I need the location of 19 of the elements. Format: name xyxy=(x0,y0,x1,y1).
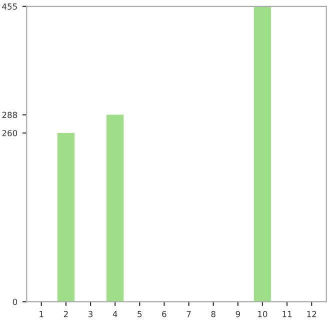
y-tick-label: 455 xyxy=(2,4,17,10)
x-tick-label: 9 xyxy=(236,310,240,318)
x-tick-label: 2 xyxy=(64,310,68,318)
y-tick-label: 260 xyxy=(2,130,18,136)
y-tick-label: 0 xyxy=(12,298,18,306)
x-tick-label: 5 xyxy=(138,311,142,318)
bar xyxy=(254,6,272,302)
x-tick-label: 12 xyxy=(307,310,316,318)
x-tick-label: 4 xyxy=(112,311,118,318)
y-tick-label: 288 xyxy=(2,112,18,118)
x-tick-label: 3 xyxy=(88,310,92,318)
bar xyxy=(57,132,75,302)
x-tick-label: 8 xyxy=(211,310,216,318)
x-tick-label: 11 xyxy=(282,311,292,318)
bar xyxy=(106,114,124,302)
x-tick-label: 10 xyxy=(258,310,268,318)
x-tick-label: 6 xyxy=(162,310,166,318)
x-tick-label: 1 xyxy=(40,311,44,318)
x-tick-label: 7 xyxy=(186,311,191,318)
